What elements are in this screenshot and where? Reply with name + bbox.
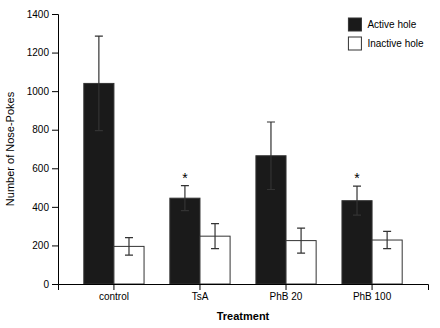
y-axis-title: Number of Nose-Pokes [4, 91, 16, 206]
y-tick-label: 1400 [27, 9, 50, 20]
y-tick-mark [52, 91, 58, 92]
y-tick-label: 200 [32, 240, 49, 251]
y-tick-mark [52, 130, 58, 131]
error-bar [383, 231, 391, 248]
x-tick-mark [199, 284, 200, 290]
y-tick: 1400 [27, 9, 58, 20]
x-tick-label: TsA [192, 291, 209, 302]
y-axis-line [52, 15, 59, 285]
y-tick-label: 1200 [27, 47, 50, 58]
y-tick: 200 [32, 240, 58, 251]
y-tick-label: 0 [43, 279, 49, 290]
chart: 0 200 400 600 800 1000 1200 1400 control TsA PhB 2… [0, 0, 440, 328]
x-tick-mark [113, 284, 114, 290]
legend-label: Active hole [367, 19, 416, 30]
y-tick: 800 [32, 124, 58, 135]
x-axis: control TsA PhB 20 PhB 100 [59, 284, 429, 302]
x-tick-label: control [99, 291, 129, 302]
error-bar-line [211, 224, 219, 249]
error-bar [95, 36, 103, 131]
y-tick-mark [52, 207, 58, 208]
error-bar [211, 224, 219, 249]
x-axis-line [59, 285, 429, 291]
legend-item: Inactive hole [348, 37, 424, 50]
y-tick-label: 1000 [27, 86, 50, 97]
error-bar [267, 122, 275, 190]
legend-swatch [348, 18, 361, 31]
x-tick: PhB 20 [270, 284, 303, 302]
y-tick: 600 [32, 163, 58, 174]
error-bar-line [95, 36, 103, 131]
annotation: * [354, 170, 360, 186]
error-bar-line [125, 238, 133, 255]
x-tick-label: PhB 20 [270, 291, 303, 302]
x-axis-title: Treatment [217, 310, 270, 322]
error-bar-line [181, 186, 189, 211]
y-tick-mark [52, 14, 58, 15]
x-tick-label: PhB 100 [353, 291, 392, 302]
annotation: * [182, 170, 188, 186]
y-tick-mark [52, 53, 58, 54]
x-tick-mark [286, 284, 287, 290]
y-tick: 1200 [27, 47, 58, 58]
error-bar [181, 186, 189, 211]
error-bar-line [297, 228, 305, 253]
y-tick-label: 400 [32, 202, 49, 213]
error-bar [297, 228, 305, 253]
x-tick: PhB 100 [353, 284, 392, 302]
legend-label: Inactive hole [367, 38, 424, 49]
y-tick: 400 [32, 202, 58, 213]
series [114, 224, 402, 284]
y-tick: 0 [43, 279, 58, 290]
y-tick-label: 600 [32, 163, 49, 174]
y-tick: 1000 [27, 86, 58, 97]
x-tick: TsA [192, 284, 209, 302]
legend: Active hole Inactive hole [348, 18, 424, 50]
y-tick-mark [52, 284, 58, 285]
plot: 0 200 400 600 800 1000 1200 1400 control TsA PhB 2… [27, 9, 429, 302]
y-axis: 0 200 400 600 800 1000 1200 1400 [27, 9, 59, 290]
x-tick: control [99, 284, 129, 302]
y-tick-mark [52, 245, 58, 246]
y-tick-label: 800 [32, 124, 49, 135]
y-tick-mark [52, 168, 58, 169]
series [84, 36, 372, 284]
legend-swatch [348, 37, 361, 50]
error-bar-line [267, 122, 275, 190]
x-tick-mark [372, 284, 373, 290]
error-bar-line [353, 186, 361, 215]
marks [84, 36, 402, 284]
legend-item: Active hole [348, 18, 416, 31]
error-bar [353, 186, 361, 215]
error-bar [125, 238, 133, 255]
error-bar-line [383, 231, 391, 248]
